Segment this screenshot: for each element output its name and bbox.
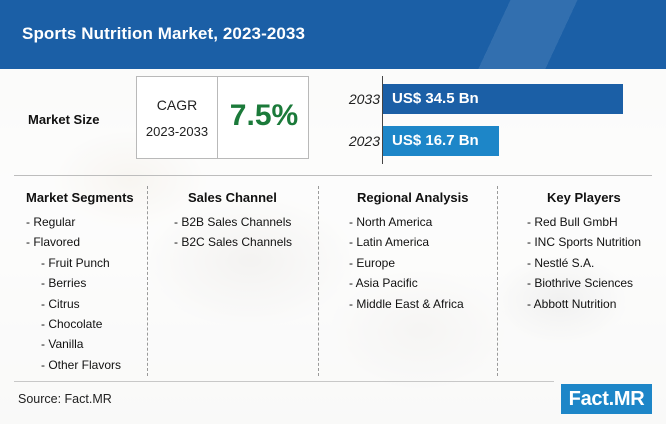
cagr-period: 2023-2033 <box>145 124 209 139</box>
column-separator <box>318 186 319 376</box>
factmr-logo: Fact.MR <box>561 384 652 414</box>
sales-channel-column: Sales Channel - B2B Sales Channels - B2C … <box>174 190 292 253</box>
list-item: - Citrus <box>41 296 80 311</box>
header-banner: Sports Nutrition Market, 2023-2033 <box>0 0 666 69</box>
list-item: - Berries <box>41 276 87 291</box>
list-item: - Other Flavors <box>41 357 122 372</box>
regional-analysis-heading: Regional Analysis <box>357 190 469 205</box>
market-size-label: Market Size <box>28 112 100 127</box>
regional-analysis-column: Regional Analysis - North America - Latin… <box>349 190 469 314</box>
chart-axis-line <box>382 76 383 164</box>
key-players-heading: Key Players <box>547 190 621 205</box>
list-item: - Red Bull GmbH <box>527 215 618 229</box>
list-item: - Fruit Punch <box>41 255 110 270</box>
source-note: Source: Fact.MR <box>18 392 112 406</box>
regional-analysis-list: - North America - Latin America - Europe - … <box>349 212 469 314</box>
bar-value-label: US$ 34.5 Bn <box>392 90 479 107</box>
list-item: - Abbott Nutrition <box>527 296 617 311</box>
bar-year-label: 2033 <box>348 91 380 107</box>
footer-divider <box>14 381 554 382</box>
list-item: - Vanilla <box>41 337 84 352</box>
cagr-box: CAGR 2023-2033 7.5% <box>136 76 309 159</box>
list-item: - North America <box>349 215 433 229</box>
list-item: - Regular <box>26 215 76 229</box>
column-separator <box>147 186 148 376</box>
sales-channel-list: - B2B Sales Channels - B2C Sales Channels <box>174 212 292 253</box>
page-title: Sports Nutrition Market, 2023-2033 <box>22 24 306 43</box>
list-item: - Flavored <box>26 235 81 250</box>
cagr-divider <box>217 77 218 158</box>
bar-2033: US$ 34.5 Bn <box>383 84 623 114</box>
cagr-label: CAGR <box>156 97 198 113</box>
list-item: - Latin America <box>349 235 430 250</box>
cagr-value: 7.5% <box>229 99 299 132</box>
key-players-column: Key Players - Red Bull GmbH - INC Sports … <box>527 190 641 314</box>
section-divider <box>14 175 652 176</box>
bar-year-label: 2023 <box>348 133 380 149</box>
list-item: - Asia Pacific <box>349 276 418 291</box>
sales-channel-heading: Sales Channel <box>188 190 277 205</box>
bar-value-label: US$ 16.7 Bn <box>392 132 479 149</box>
header-decoration <box>430 0 666 69</box>
market-size-bar-chart: 2033 US$ 34.5 Bn 2023 US$ 16.7 Bn <box>340 76 640 166</box>
market-segments-list: - Regular - Flavored - Fruit Punch - Berrie… <box>26 212 134 375</box>
bar-2023: US$ 16.7 Bn <box>383 126 499 156</box>
list-item: - Biothrive Sciences <box>527 276 634 291</box>
list-item: - Nestlé S.A. <box>527 255 595 270</box>
list-item: - Chocolate <box>41 317 103 332</box>
list-item: - Europe <box>349 255 396 270</box>
list-item: - B2C Sales Channels <box>174 235 293 250</box>
list-item: - Middle East & Africa <box>349 296 464 311</box>
column-separator <box>497 186 498 376</box>
list-item: - B2B Sales Channels <box>174 215 292 229</box>
list-item: - INC Sports Nutrition <box>527 235 642 250</box>
key-players-list: - Red Bull GmbH - INC Sports Nutrition - N… <box>527 212 641 314</box>
market-segments-column: Market Segments - Regular - Flavored - Fru… <box>26 190 134 375</box>
market-segments-heading: Market Segments <box>26 190 134 205</box>
